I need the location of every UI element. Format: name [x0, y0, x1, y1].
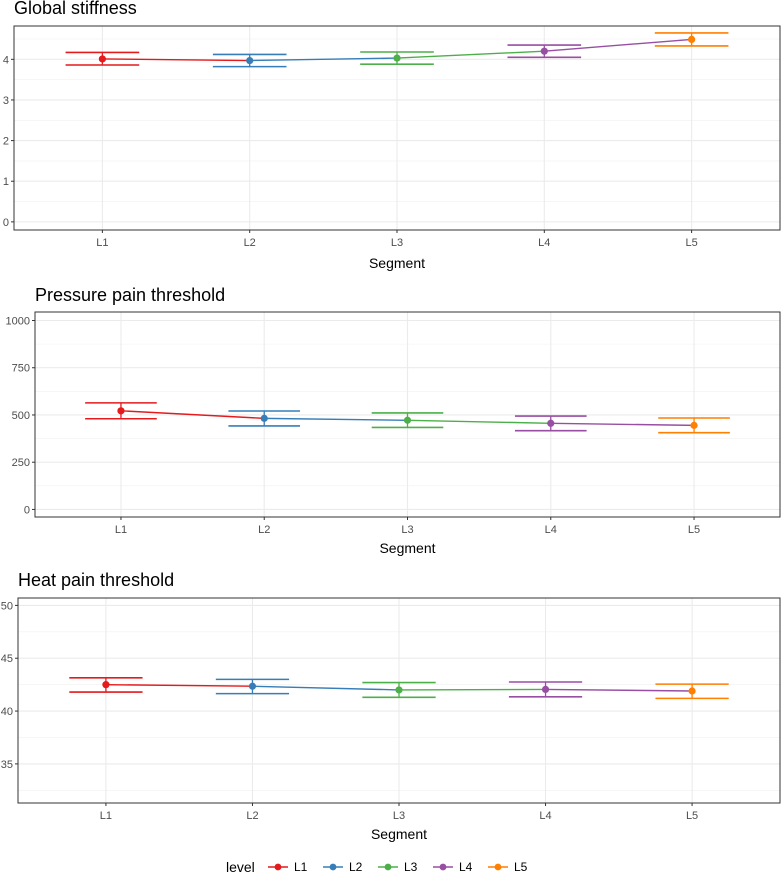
y-tick-label: 0	[24, 504, 30, 516]
y-tick-label: 45	[1, 653, 13, 665]
x-tick-label: L3	[391, 237, 403, 249]
chart-panel-1: 0 1 2 3 4 L1 L2 L3 L4 L5 Global stiffness Segment	[3, 0, 781, 271]
series-line-segment	[252, 685, 400, 691]
data-point	[260, 414, 268, 422]
y-tick-label: 250	[12, 457, 30, 469]
x-tick-label: L2	[258, 524, 270, 536]
legend-label: L5	[514, 860, 528, 874]
legend-title: level	[226, 859, 255, 875]
legend-key-point	[329, 863, 337, 871]
x-tick-label: L2	[246, 810, 258, 822]
data-point	[393, 54, 401, 62]
x-tick-label: L4	[538, 237, 550, 249]
y-tick-label: 35	[1, 759, 13, 771]
x-axis-title: Segment	[379, 540, 435, 556]
y-tick-label: 750	[12, 363, 30, 375]
series-line-segment	[264, 417, 408, 421]
data-point	[395, 686, 403, 694]
chart-title: Pressure pain threshold	[35, 285, 225, 305]
x-tick-label: L3	[393, 810, 405, 822]
y-tick-label: 0	[3, 217, 9, 229]
legend-key-point	[494, 863, 502, 871]
chart-title: Heat pain threshold	[18, 570, 174, 590]
x-tick-label: L4	[545, 524, 557, 536]
data-point	[117, 407, 125, 415]
data-point	[541, 685, 550, 694]
x-tick-label: L1	[115, 524, 127, 536]
y-tick-label: 500	[12, 410, 30, 422]
y-tick-label: 1	[3, 176, 9, 188]
data-point	[547, 419, 555, 427]
y-tick-label: 2	[3, 136, 9, 148]
series-line-segment	[550, 422, 695, 427]
legend-key-point	[439, 863, 447, 871]
data-point	[248, 682, 257, 690]
x-axis-title: Segment	[371, 826, 427, 842]
x-tick-label: L1	[100, 810, 112, 822]
panel-border	[34, 311, 781, 518]
series-line-segment	[545, 688, 693, 692]
x-axis-title: Segment	[369, 255, 425, 271]
y-tick-label: 1000	[6, 316, 30, 328]
x-tick-label: L3	[401, 524, 413, 536]
series-line-segment	[407, 419, 551, 424]
series-line-segment	[396, 50, 545, 59]
x-tick-label: L5	[688, 524, 700, 536]
data-point	[688, 35, 696, 44]
data-point	[246, 56, 254, 65]
legend-label: L3	[404, 860, 418, 874]
series-line-segment	[398, 688, 546, 691]
chart-panel-3: 35 40 45 50 L1 L2 L3 L4 L5 Heat pain threshold Seg…	[1, 570, 781, 842]
x-tick-label: L2	[244, 237, 256, 249]
legend: level L1 L2 L3 L4 L5	[226, 859, 528, 875]
series-line-segment	[120, 410, 265, 420]
panel-border	[17, 597, 781, 804]
series-line-segment	[102, 58, 250, 62]
legend-item-l5: L5	[488, 860, 528, 874]
legend-item-l1: L1	[268, 860, 308, 874]
data-point	[540, 47, 548, 55]
data-point	[690, 421, 698, 429]
series-line-segment	[544, 38, 692, 52]
y-tick-label: 50	[1, 600, 13, 612]
legend-item-l2: L2	[323, 860, 363, 874]
data-point	[102, 681, 110, 689]
legend-label: L4	[459, 860, 473, 874]
legend-key-point	[274, 863, 282, 871]
data-point	[688, 687, 696, 695]
data-point	[403, 416, 412, 424]
panel-border	[13, 25, 781, 231]
legend-key-point	[384, 863, 392, 871]
y-tick-label: 4	[3, 54, 9, 66]
chart-panel-2: 0 250 500 750 1000 L1 L2 L3 L4 L5 Pressure pain th…	[6, 285, 781, 556]
legend-item-l3: L3	[378, 860, 418, 874]
legend-label: L2	[349, 860, 363, 874]
data-point	[98, 55, 106, 63]
y-tick-label: 3	[3, 95, 9, 107]
legend-label: L1	[294, 860, 308, 874]
x-tick-label: L5	[685, 237, 697, 249]
chart-title: Global stiffness	[14, 0, 137, 18]
series-line-segment	[105, 683, 253, 687]
legend-item-l4: L4	[433, 860, 473, 874]
x-tick-label: L1	[96, 237, 108, 249]
x-tick-label: L4	[539, 810, 551, 822]
series-line-segment	[249, 57, 398, 62]
y-tick-label: 40	[1, 706, 13, 718]
x-tick-label: L5	[686, 810, 698, 822]
